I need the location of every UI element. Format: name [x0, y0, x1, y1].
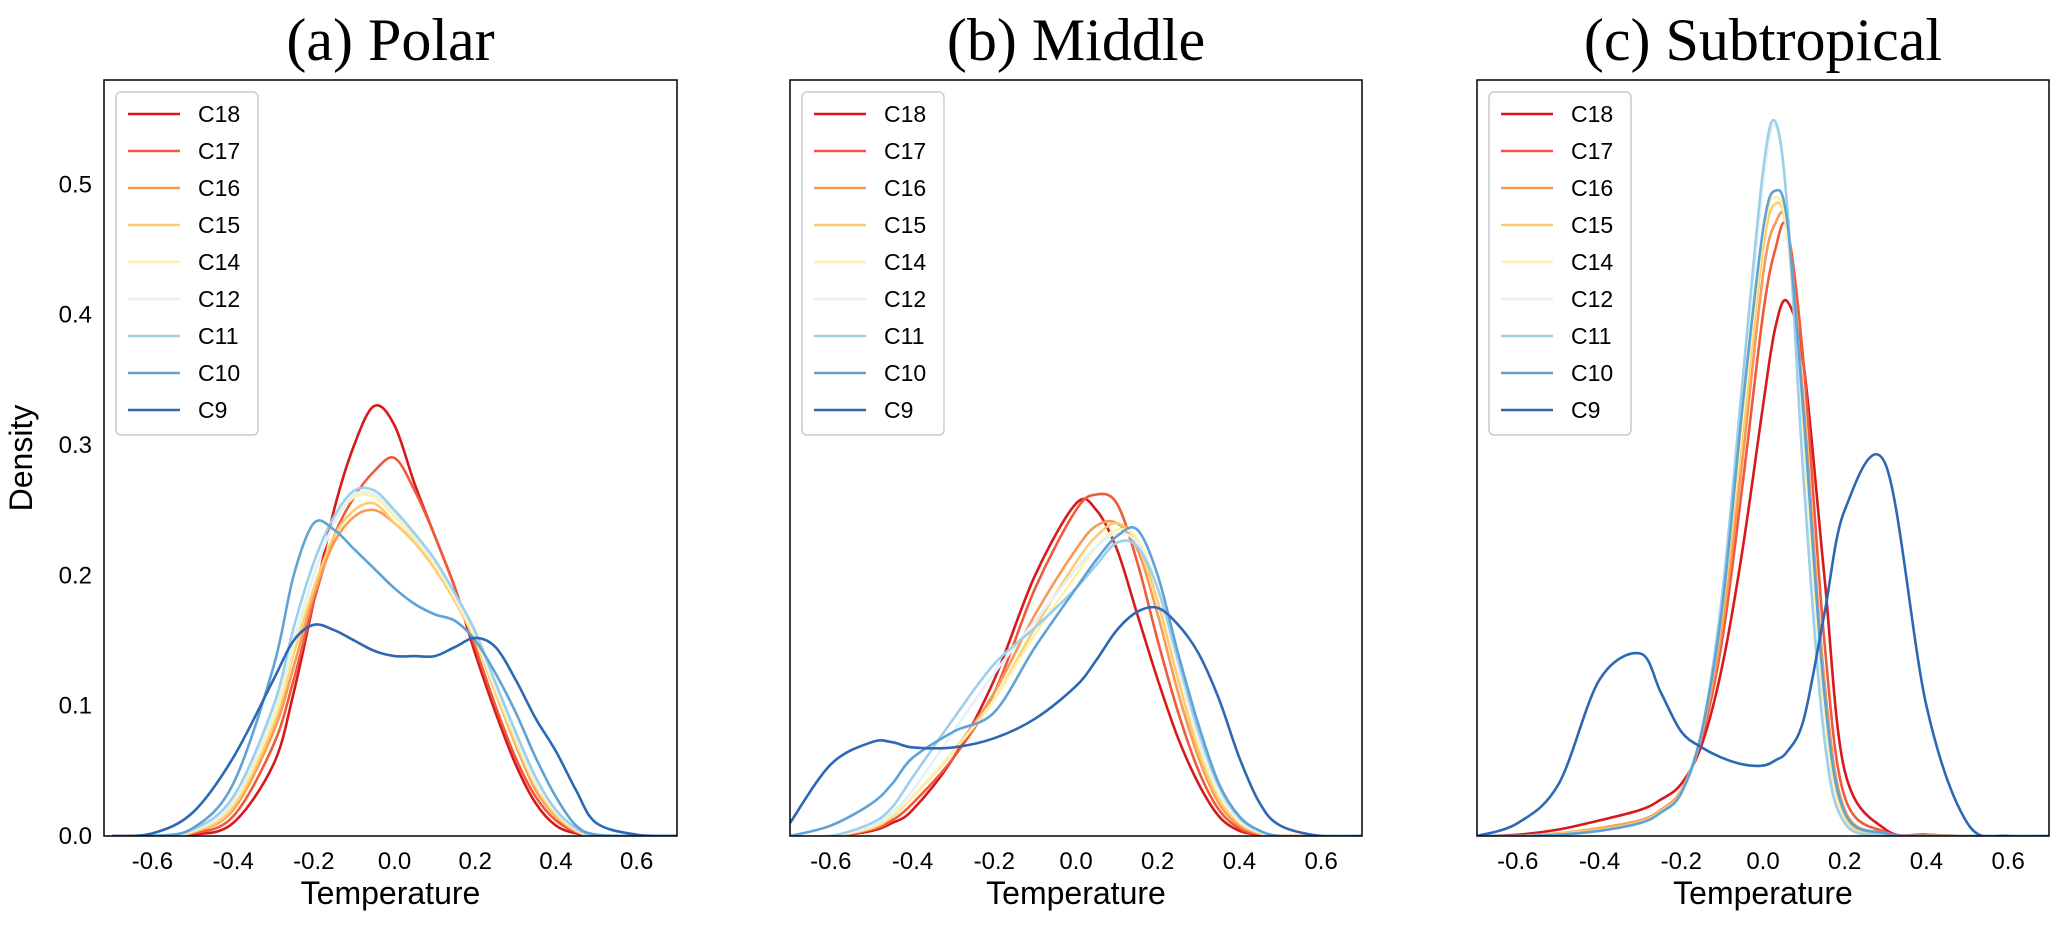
x-axis-label: Temperature	[1673, 875, 1853, 911]
legend-label: C18	[198, 101, 240, 127]
legend-label: C17	[1571, 138, 1613, 164]
legend: C18 C17 C16 C15 C14 C12 C11 C10 C9	[801, 91, 945, 436]
legend-label: C10	[198, 360, 240, 386]
series-line-c18	[112, 403, 677, 836]
x-tick-label: 0.0	[1059, 848, 1092, 875]
legend-label: C12	[884, 286, 926, 312]
legend: C18 C17 C16 C15 C14 C12 C11 C10 C9	[115, 91, 259, 436]
panel-title: (a) Polar	[286, 7, 494, 73]
series-line-c12	[790, 532, 1362, 836]
x-tick-label: 0.4	[539, 848, 572, 875]
y-tick-label: 0.1	[59, 693, 92, 720]
chart-panel-3: (c) Subtropical -0.6 -0.4 -0.2 0.0 0.2 0.4 0.6 T…	[1476, 7, 2050, 911]
x-tick-label: 0.0	[1746, 848, 1779, 875]
x-tick-label: -0.6	[810, 848, 851, 875]
legend-label: C15	[884, 212, 926, 238]
legend-label: C11	[198, 323, 239, 349]
y-axis-label: Density	[3, 405, 39, 512]
y-tick-label: 0.3	[59, 432, 92, 459]
legend-label: C16	[198, 175, 240, 201]
legend-label: C12	[198, 286, 240, 312]
x-tick-label: -0.6	[1497, 848, 1538, 875]
plot-frame	[789, 79, 1363, 837]
legend-label: C15	[1571, 212, 1613, 238]
plot-frame	[1476, 79, 2050, 837]
chart-panel-1: (a) Polar -0.6 -0.4 -0.2 0.0 0.2 0.4 0.6 0.0 0.1 0…	[3, 7, 678, 911]
x-tick-label: 0.4	[1910, 848, 1943, 875]
series-line-c14	[112, 492, 677, 836]
series-line-c9	[112, 623, 677, 836]
legend-label: C17	[884, 138, 926, 164]
y-tick-label: 0.4	[59, 302, 92, 329]
legend-label: C18	[1571, 101, 1613, 127]
x-tick-label: 0.6	[620, 848, 653, 875]
legend-label: C16	[884, 175, 926, 201]
series-line-c10	[112, 519, 677, 836]
x-tick-label: 0.4	[1223, 848, 1256, 875]
legend-label: C17	[198, 138, 240, 164]
x-tick-label: 0.2	[459, 848, 492, 875]
legend-label: C9	[198, 397, 227, 423]
x-tick-label: 0.2	[1141, 848, 1174, 875]
series-line-c11	[112, 486, 677, 836]
legend-label: C10	[884, 360, 926, 386]
legend-label: C15	[198, 212, 240, 238]
series-line-c17	[790, 492, 1362, 836]
legend-label: C9	[884, 397, 913, 423]
x-tick-label: -0.2	[974, 848, 1015, 875]
series-line-c14	[790, 527, 1362, 836]
legend-label: C14	[198, 249, 240, 275]
series-line-c10	[790, 525, 1362, 836]
legend-label: C12	[1571, 286, 1613, 312]
x-tick-label: -0.2	[1661, 848, 1702, 875]
legend-label: C16	[1571, 175, 1613, 201]
x-axis-label: Temperature	[301, 875, 481, 911]
series-line-c12	[112, 490, 677, 836]
legend-label: C11	[884, 323, 925, 349]
x-tick-label: -0.4	[1579, 848, 1620, 875]
x-tick-label: -0.2	[293, 848, 334, 875]
y-tick-label: 0.2	[59, 562, 92, 589]
legend-box	[1488, 91, 1632, 436]
legend-label: C9	[1571, 397, 1600, 423]
chart-panel-2: (b) Middle -0.6 -0.4 -0.2 0.0 0.2 0.4 0.6 Temper…	[789, 7, 1363, 911]
legend-label: C14	[1571, 249, 1613, 275]
series-line-c16	[112, 508, 677, 836]
legend-box	[801, 91, 945, 436]
x-tick-label: -0.4	[212, 848, 253, 875]
legend-label: C18	[884, 101, 926, 127]
series-group	[112, 403, 677, 836]
series-line-c9	[1477, 453, 2049, 836]
legend-label: C11	[1571, 323, 1612, 349]
x-tick-label: -0.6	[132, 848, 173, 875]
x-axis-label: Temperature	[986, 875, 1166, 911]
x-tick-label: 0.6	[1991, 848, 2024, 875]
series-group	[790, 492, 1362, 836]
plot-frame	[103, 79, 678, 837]
series-line-c9	[790, 605, 1362, 836]
x-tick-label: 0.0	[378, 848, 411, 875]
x-tick-label: 0.2	[1828, 848, 1861, 875]
legend-box	[115, 91, 259, 436]
series-line-c10	[1477, 188, 2049, 836]
series-group	[1477, 118, 2049, 836]
panel-title: (b) Middle	[947, 7, 1205, 73]
legend-label: C14	[884, 249, 926, 275]
legend-label: C10	[1571, 360, 1613, 386]
x-tick-label: 0.6	[1304, 848, 1337, 875]
x-tick-label: -0.4	[892, 848, 933, 875]
series-line-c11	[790, 539, 1362, 836]
y-tick-label: 0.0	[59, 823, 92, 850]
legend: C18 C17 C16 C15 C14 C12 C11 C10 C9	[1488, 91, 1632, 436]
panel-title: (c) Subtropical	[1584, 7, 1942, 73]
y-tick-label: 0.5	[59, 171, 92, 198]
series-line-c15	[112, 501, 677, 836]
series-line-c17	[112, 456, 677, 836]
